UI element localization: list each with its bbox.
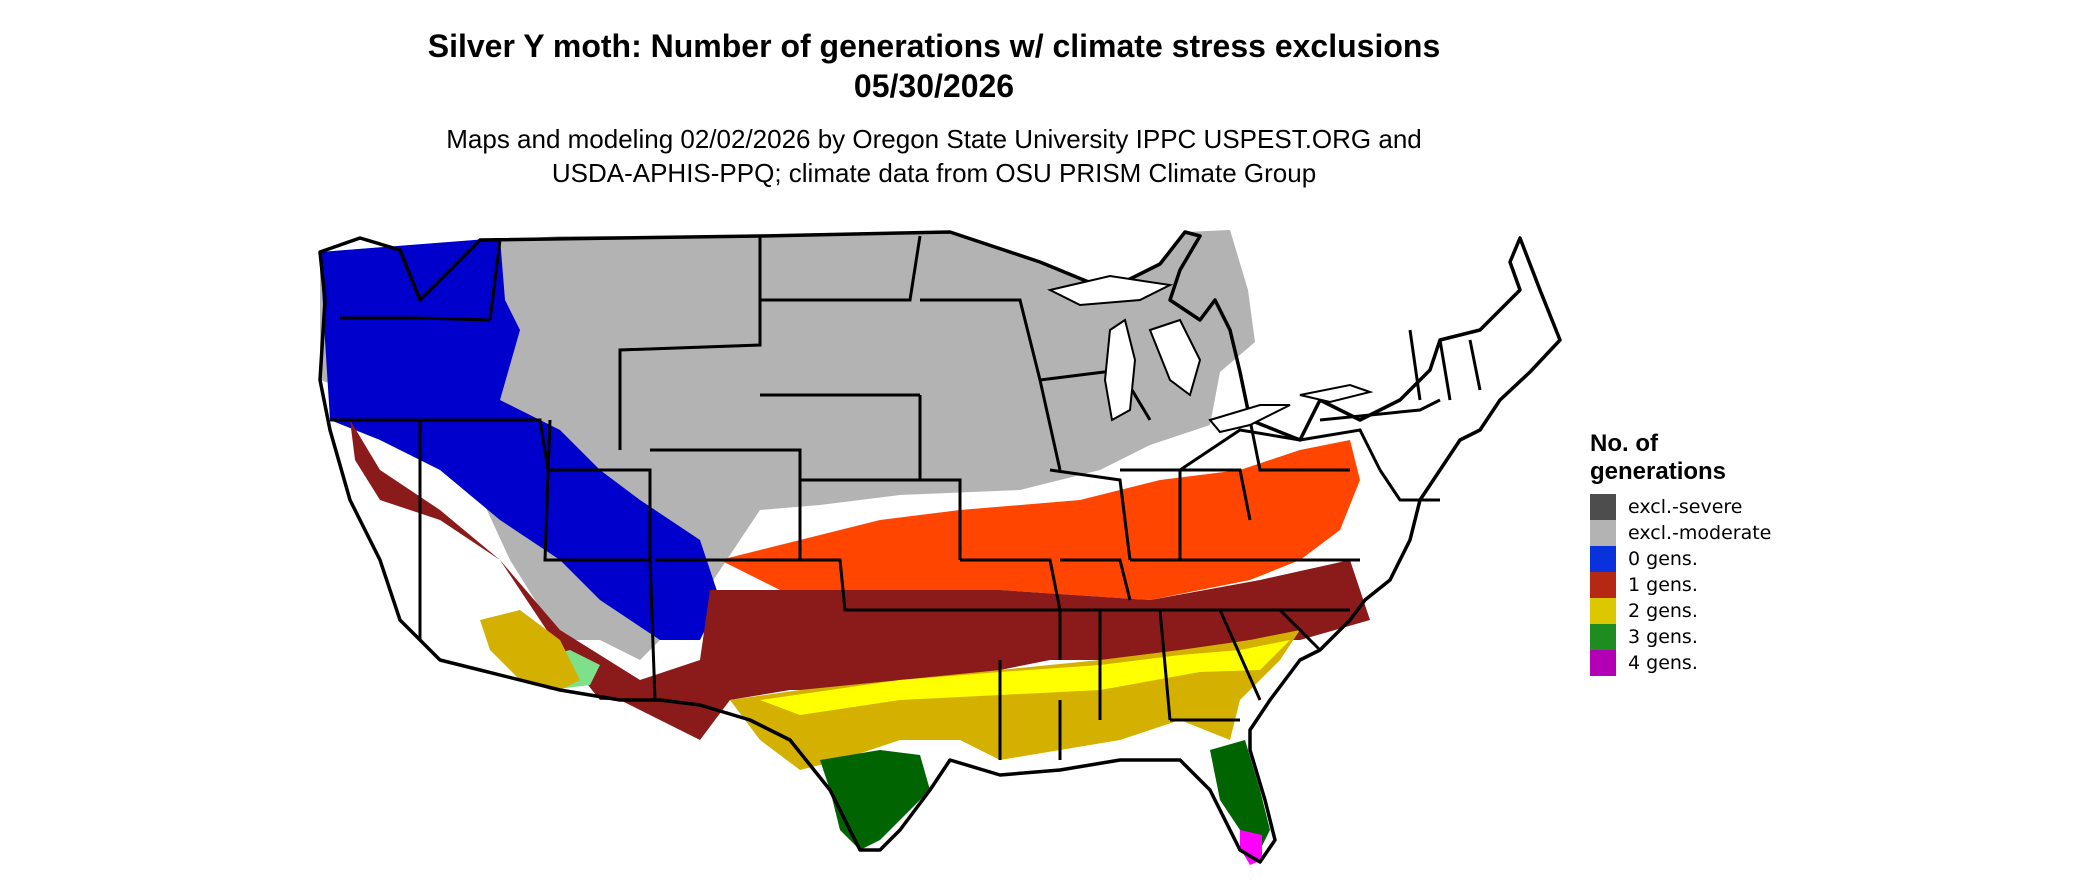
legend: No. of generations excl.-severe excl.-mod…: [1590, 430, 1790, 676]
map-credit-line1: Maps and modeling 02/02/2026 by Oregon S…: [446, 124, 1422, 154]
legend-label: 0 gens.: [1628, 548, 1698, 570]
legend-items: excl.-severe excl.-moderate 0 gens. 1 gens.…: [1590, 494, 1790, 676]
legend-swatch: [1590, 650, 1616, 676]
legend-item: excl.-severe: [1590, 494, 1790, 520]
lake-michigan: [1103, 318, 1137, 422]
lake-ontario: [1299, 383, 1374, 404]
legend-title-line2: generations: [1590, 458, 1727, 485]
lake-erie: [1208, 404, 1291, 434]
legend-swatch: [1590, 624, 1616, 650]
legend-swatch: [1590, 572, 1616, 598]
legend-swatch: [1590, 546, 1616, 572]
lake-huron: [1148, 318, 1202, 397]
zone-2-gens-light: [760, 640, 1290, 715]
legend-item: 0 gens.: [1590, 546, 1790, 572]
legend-title-line1: No. of: [1590, 430, 1658, 457]
map-credit-line2: USDA-APHIS-PPQ; climate data from OSU PR…: [551, 158, 1317, 188]
legend-title: No. of generations: [1590, 430, 1790, 486]
legend-item: 2 gens.: [1590, 598, 1790, 624]
legend-item: excl.-moderate: [1590, 520, 1790, 546]
legend-label: excl.-severe: [1628, 496, 1743, 518]
state-borders: [330, 235, 1482, 760]
lake-superior: [1047, 274, 1174, 307]
zone-2-gens-desert: [480, 610, 580, 690]
great-lakes: [1047, 274, 1374, 434]
legend-swatch: [1590, 598, 1616, 624]
legend-label: 2 gens.: [1628, 600, 1698, 622]
legend-swatch: [1590, 494, 1616, 520]
map-title: Silver Y moth: Number of generations w/ …: [427, 28, 1441, 64]
legend-item: 1 gens.: [1590, 572, 1790, 598]
map-date: 05/30/2026: [853, 68, 1015, 104]
legend-label: 1 gens.: [1628, 574, 1698, 596]
legend-swatch: [1590, 520, 1616, 546]
legend-label: 3 gens.: [1628, 626, 1698, 648]
legend-label: 4 gens.: [1628, 652, 1698, 674]
zone-4-gens: [1240, 830, 1262, 865]
zone-3-gens: [820, 740, 1270, 850]
legend-label: excl.-moderate: [1628, 522, 1772, 544]
us-outline: [318, 230, 1562, 864]
legend-item: 3 gens.: [1590, 624, 1790, 650]
legend-item: 4 gens.: [1590, 650, 1790, 676]
zone-0-gens: [320, 238, 720, 640]
